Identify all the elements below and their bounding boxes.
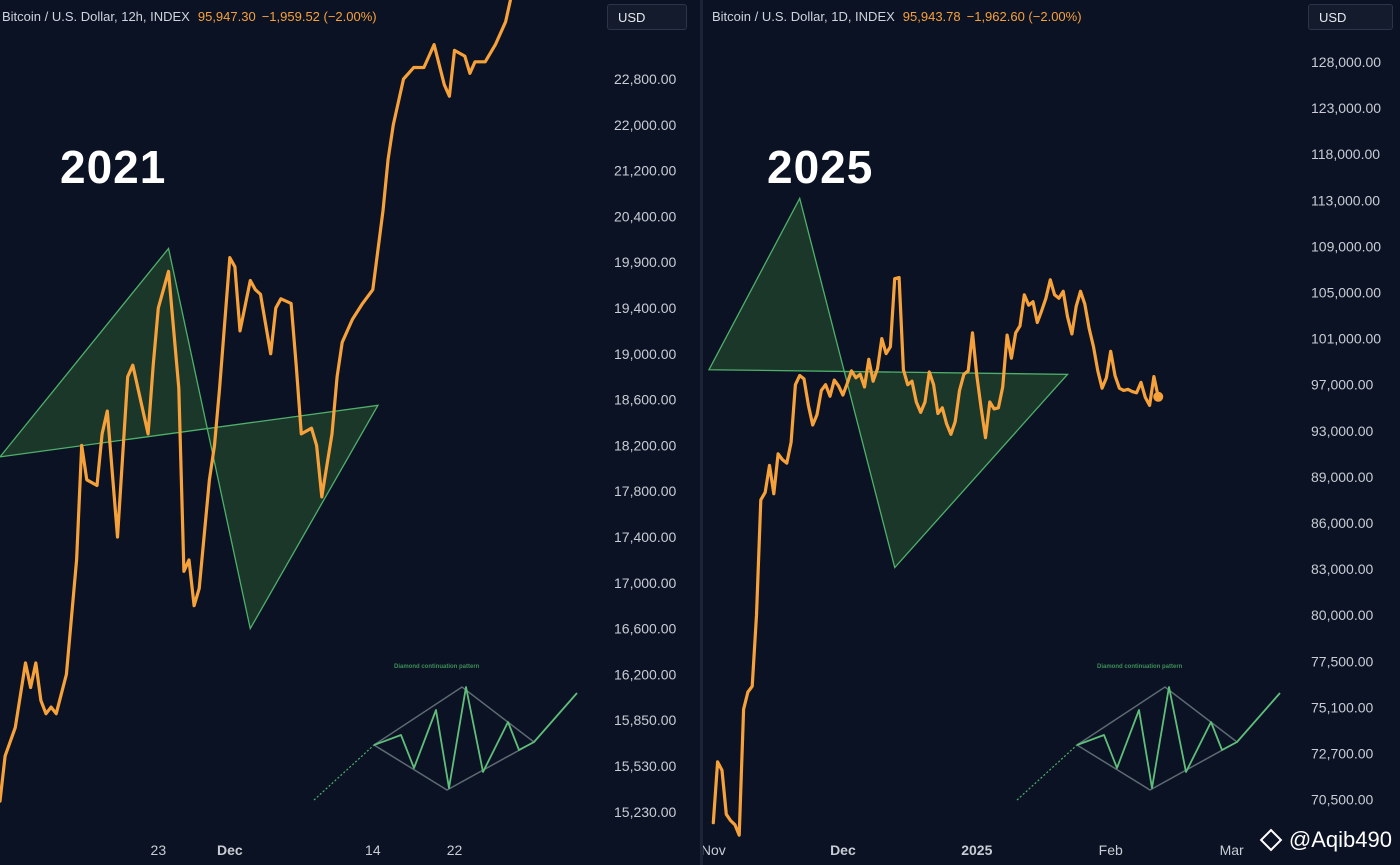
inset-trend-in — [1016, 744, 1078, 801]
y-tick-label: 21,200.00 — [614, 163, 676, 179]
x-tick-label: Mar — [1220, 842, 1244, 858]
y-tick-label: 83,000.00 — [1311, 561, 1373, 577]
y-tick-label: 72,700.00 — [1311, 746, 1373, 762]
y-tick-label: 77,500.00 — [1311, 653, 1373, 669]
symbol-label: Bitcoin / U.S. Dollar, 1D, INDEX — [712, 9, 895, 24]
price-value: 95,943.78 — [902, 9, 961, 24]
y-tick-label: 16,200.00 — [614, 666, 676, 682]
inset-zigzag-line — [373, 686, 578, 789]
symbol-header: Bitcoin / U.S. Dollar, 12h, INDEX 95,947.… — [2, 9, 377, 24]
change-value: −1,962.60 (−2.00%) — [966, 9, 1082, 24]
x-tick-label: Dec — [830, 842, 856, 858]
inset-trend-in — [313, 744, 375, 801]
y-tick-label: 16,600.00 — [614, 621, 676, 637]
watermark-text: @Aqib490 — [1288, 827, 1392, 852]
price-line-series — [0, 0, 513, 803]
y-tick-label: 22,800.00 — [614, 71, 676, 87]
panel-divider[interactable] — [700, 0, 703, 865]
y-tick-label: 123,000.00 — [1311, 100, 1381, 116]
price-value: 95,947.30 — [197, 9, 256, 24]
currency-button[interactable]: USD — [607, 4, 687, 30]
x-tick-label: Feb — [1099, 842, 1123, 858]
x-tick-label: Nov — [703, 842, 726, 858]
y-tick-label: 18,200.00 — [614, 437, 676, 453]
y-tick-label: 19,000.00 — [614, 346, 676, 362]
price-line-series — [711, 275, 1160, 837]
x-tick-label: 22 — [447, 842, 463, 858]
chart-panel-2025: 128,000.00 123,000.00 118,000.00 113,000.00… — [703, 0, 1400, 865]
y-tick-label: 75,100.00 — [1311, 699, 1373, 715]
symbol-header: Bitcoin / U.S. Dollar, 1D, INDEX 95,943.7… — [712, 9, 1082, 24]
change-value: −1,959.52 (−2.00%) — [261, 9, 377, 24]
y-tick-label: 93,000.00 — [1311, 423, 1373, 439]
inset-diamond-outline — [372, 686, 536, 791]
chart-2025: 128,000.00 123,000.00 118,000.00 113,000.00… — [703, 54, 1381, 858]
inset-zigzag-line — [1076, 686, 1281, 789]
y-tick-label: 19,400.00 — [614, 300, 676, 316]
y-tick-label: 128,000.00 — [1311, 54, 1381, 70]
inset-diamond-outline — [1075, 686, 1239, 791]
chart-2021: 22,800.00 22,000.00 21,200.00 20,400.00 19,9… — [0, 0, 676, 858]
y-tick-label: 20,400.00 — [614, 208, 676, 224]
y-tick-label: 15,230.00 — [614, 804, 676, 820]
y-tick-label: 18,600.00 — [614, 392, 676, 408]
year-label: 2025 — [767, 141, 874, 193]
binance-logo-icon — [1259, 828, 1283, 852]
inset-title: Diamond continuation pattern — [394, 664, 480, 670]
inset-title: Diamond continuation pattern — [1097, 664, 1183, 670]
y-tick-label: 17,000.00 — [614, 575, 676, 591]
x-tick-label: 23 — [151, 842, 167, 858]
y-tick-label: 17,800.00 — [614, 483, 676, 499]
y-tick-label: 89,000.00 — [1311, 469, 1373, 485]
diamond-pattern-outline — [0, 246, 380, 631]
watermark: @Aqib490 — [1259, 827, 1392, 853]
diamond-pattern-inset: Diamond continuation pattern — [313, 664, 578, 801]
y-tick-label: 101,000.00 — [1311, 331, 1381, 347]
y-tick-label: 22,000.00 — [614, 117, 676, 133]
y-tick-label: 86,000.00 — [1311, 515, 1373, 531]
y-tick-label: 105,000.00 — [1311, 285, 1381, 301]
diamond-pattern-inset: Diamond continuation pattern — [1016, 664, 1281, 801]
y-tick-label: 97,000.00 — [1311, 377, 1373, 393]
currency-button[interactable]: USD — [1308, 4, 1393, 30]
last-price-dot — [1153, 391, 1164, 402]
diamond-pattern-outline — [707, 196, 1069, 569]
y-tick-label: 118,000.00 — [1311, 146, 1380, 162]
y-tick-label: 70,500.00 — [1311, 792, 1373, 808]
y-tick-label: 17,400.00 — [614, 529, 676, 545]
year-label: 2021 — [60, 141, 167, 193]
y-tick-label: 109,000.00 — [1311, 238, 1381, 254]
x-tick-label: Dec — [217, 842, 243, 858]
x-tick-label: 14 — [365, 842, 381, 858]
y-tick-label: 15,850.00 — [614, 712, 676, 728]
y-tick-label: 113,000.00 — [1311, 192, 1380, 208]
y-tick-label: 80,000.00 — [1311, 607, 1373, 623]
symbol-label: Bitcoin / U.S. Dollar, 12h, INDEX — [2, 9, 190, 24]
x-tick-label: 2025 — [961, 842, 992, 858]
chart-panel-2021: 22,800.00 22,000.00 21,200.00 20,400.00 19,9… — [0, 0, 687, 858]
y-tick-label: 19,900.00 — [614, 254, 676, 270]
y-tick-label: 15,530.00 — [614, 758, 676, 774]
